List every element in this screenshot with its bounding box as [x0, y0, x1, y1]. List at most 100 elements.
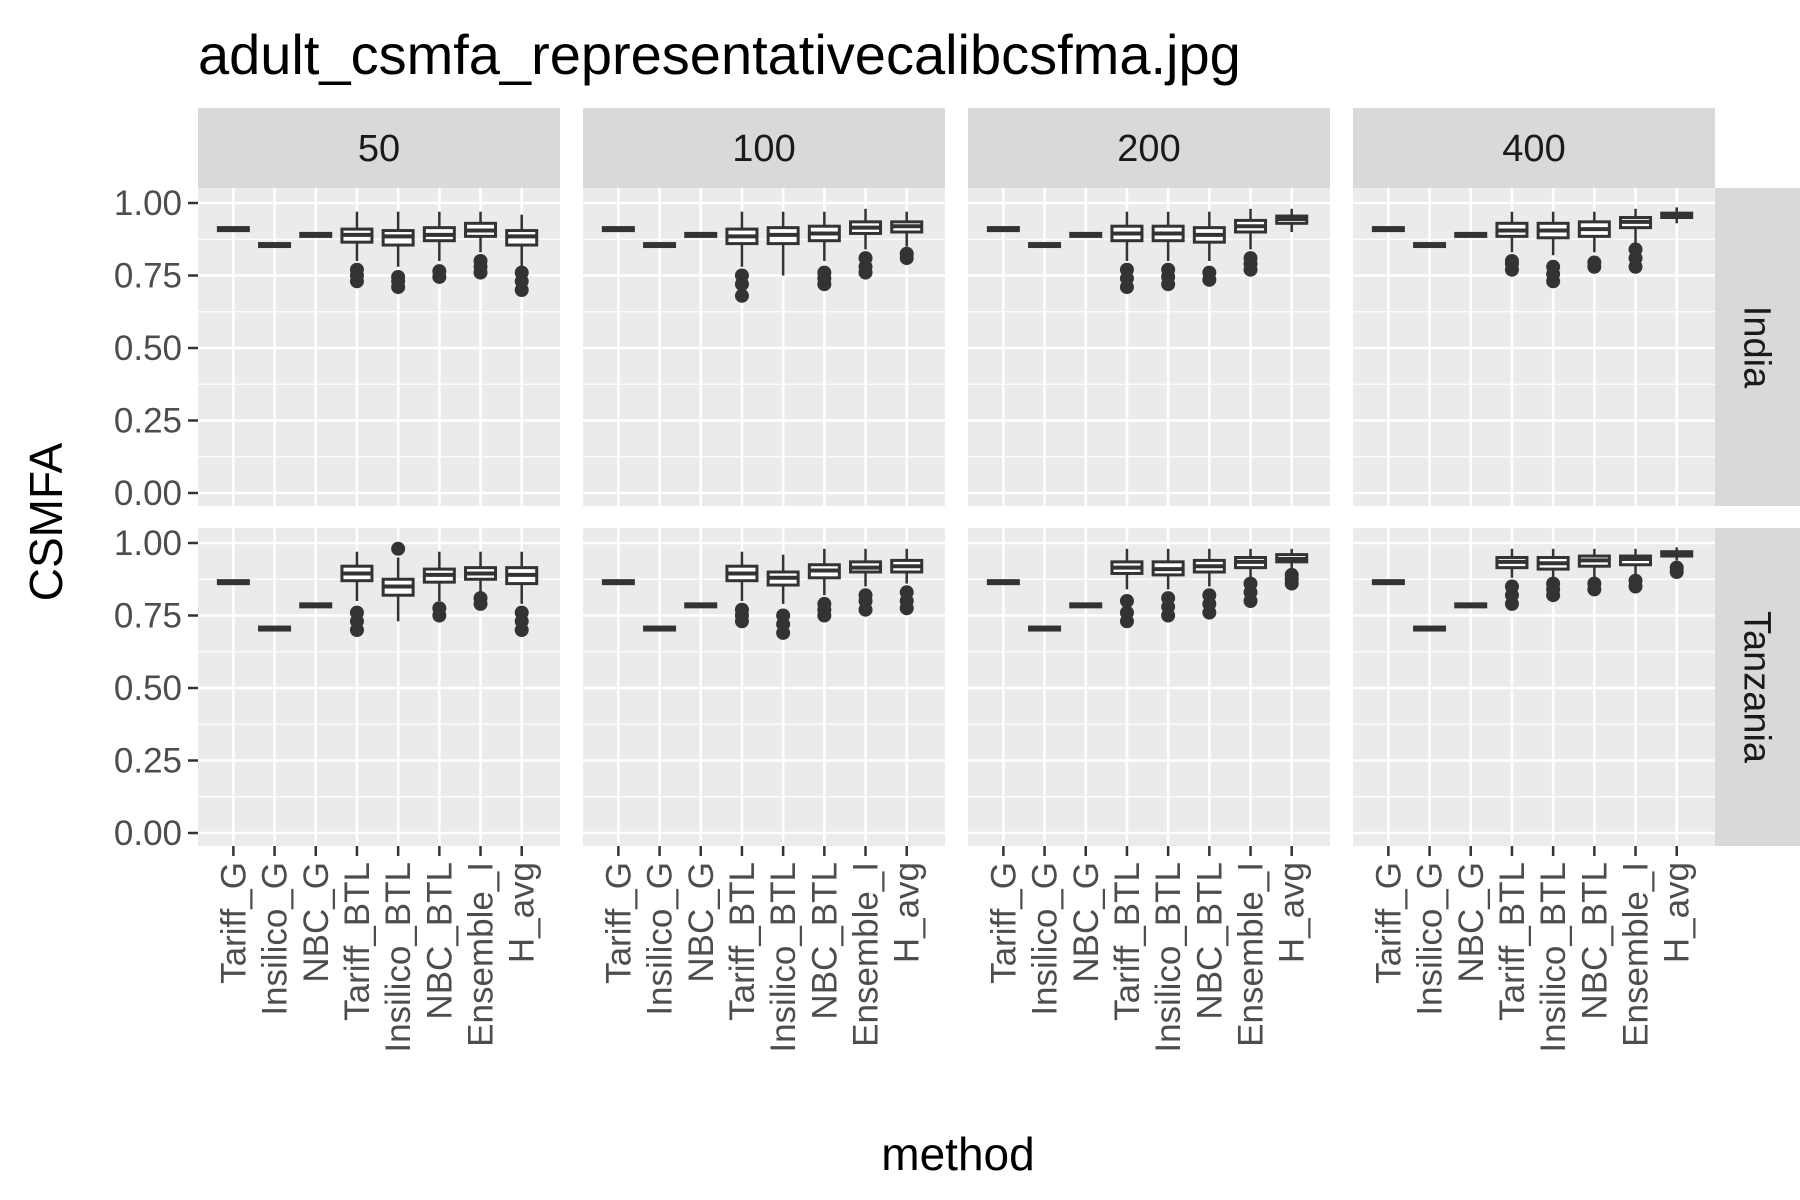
x-tick-label: NBC_G [682, 862, 721, 983]
box-tariff-g [216, 579, 250, 586]
boxplot-group-india-50 [216, 211, 539, 297]
x-axis-400: Tariff_G Insilico_G NBC_G Tariff_BTL Insilic… [1369, 846, 1697, 1053]
box-tariff-g [216, 226, 250, 233]
box-insilico-btl [766, 211, 800, 276]
facet-panel-tanzania-50 [198, 528, 560, 846]
x-tick-label: NBC_BTL [805, 862, 844, 1020]
outlier-point [1119, 605, 1134, 620]
outlier-point [1202, 588, 1217, 603]
x-axes: Tariff_G Insilico_G NBC_G Tariff_BTL Insilic… [214, 846, 1697, 1053]
strip-label: 200 [1117, 128, 1180, 170]
boxplot-group-tanzania-100 [601, 548, 924, 640]
outlier-point [1546, 259, 1561, 274]
x-tick-label: Insilico_BTL [1149, 862, 1188, 1053]
x-tick-label: Tariff_BTL [723, 862, 762, 1021]
box-nbc-g [299, 602, 333, 609]
outlier-point [1284, 567, 1299, 582]
box-insilico-btl [1151, 211, 1185, 292]
strip-label: Tanzania [1736, 611, 1778, 764]
y-tick-label: 0.75 [114, 597, 182, 636]
box-insilico-g [1413, 625, 1447, 632]
x-tick-label: Tariff_BTL [1108, 862, 1147, 1021]
strip-label: 100 [732, 128, 795, 170]
box-insilico-btl [1151, 548, 1185, 623]
box-insilico-g [643, 625, 677, 632]
x-tick-label: H_avg [503, 862, 542, 963]
y-tick-label: 1.00 [114, 184, 182, 223]
box-tariff-btl [1110, 211, 1144, 295]
box-ensemble-i [1619, 208, 1653, 274]
facet-panel-india-50 [198, 188, 560, 506]
box-tariff-btl [340, 551, 374, 637]
facet-panels [198, 188, 1715, 846]
box-ensemble-i [1234, 548, 1268, 608]
outlier-point [1161, 591, 1176, 606]
box-nbc-g [1454, 602, 1488, 609]
y-axis-title: CSMFA [20, 442, 72, 601]
box-ensemble-i [464, 211, 498, 280]
outlier-point [1504, 254, 1519, 268]
box-h-avg [1275, 208, 1309, 232]
box-tariff-g [601, 579, 635, 586]
facet-panel-tanzania-400 [1353, 528, 1715, 846]
box-insilico-g [1028, 242, 1062, 249]
box-nbc-btl [1577, 548, 1611, 597]
x-tick-label: Insilico_G [1026, 862, 1065, 1016]
facet-panel-tanzania-100 [583, 528, 945, 846]
box-nbc-g [684, 231, 718, 238]
box-insilico-btl [1536, 211, 1570, 289]
x-tick-label: NBC_BTL [1575, 862, 1614, 1020]
outlier-point [349, 262, 364, 277]
box-nbc-btl [807, 548, 841, 623]
box-nbc-btl [1192, 211, 1226, 287]
facet-panel-india-400 [1353, 188, 1715, 506]
y-tick-label: 0.50 [114, 329, 182, 368]
x-tick-label: NBC_G [1067, 862, 1106, 983]
outlier-point [899, 585, 914, 600]
x-tick-label: Tariff_BTL [1493, 862, 1532, 1021]
x-tick-label: H_avg [1658, 862, 1697, 963]
x-tick-label: Ensemble_I [1232, 862, 1271, 1047]
strip-label: India [1736, 306, 1778, 389]
outlier-point [1587, 576, 1602, 591]
y-tick-label: 0.75 [114, 257, 182, 296]
box-h-avg [890, 548, 924, 616]
box-tariff-btl [1110, 548, 1144, 629]
outlier-point [1243, 251, 1258, 266]
box-h-avg [1275, 548, 1309, 591]
box-nbc-g [1454, 231, 1488, 238]
strip-background [583, 108, 945, 188]
outlier-point [734, 288, 749, 303]
outlier-point [1546, 576, 1561, 591]
strip-label: 400 [1502, 128, 1565, 170]
y-tick-label: 0.00 [114, 474, 182, 513]
strip-background [1715, 528, 1800, 846]
strip-background [968, 108, 1330, 188]
outlier-point [473, 591, 488, 606]
outlier-point [1243, 576, 1258, 591]
outlier-point [1202, 265, 1217, 280]
box-insilico-g [258, 242, 292, 249]
strip-col-400: 400 [1353, 108, 1715, 188]
outlier-point [817, 596, 832, 611]
x-tick-label: Tariff_BTL [338, 862, 377, 1021]
box-insilico-g [1028, 625, 1062, 632]
outlier-point [1161, 262, 1176, 277]
y-axis-india: 0.00 0.25 0.50 0.75 1.00 [114, 184, 198, 513]
x-axis-100: Tariff_G Insilico_G NBC_G Tariff_BTL Insilic… [599, 846, 927, 1053]
box-nbc-g [1069, 602, 1103, 609]
box-nbc-btl [1192, 548, 1226, 620]
x-tick-label: NBC_BTL [420, 862, 459, 1020]
y-axis-tanzania: 0.00 0.25 0.50 0.75 1.00 [114, 524, 198, 853]
strip-label: 50 [358, 128, 400, 170]
outlier-point [1669, 560, 1684, 575]
box-ensemble-i [1619, 548, 1653, 594]
boxplot-group-india-200 [986, 208, 1309, 295]
strip-background [1353, 108, 1715, 188]
x-tick-label: H_avg [888, 862, 927, 963]
outlier-point [1504, 579, 1519, 594]
outlier-point [349, 605, 364, 620]
box-tariff-btl [725, 211, 759, 303]
x-tick-label: NBC_G [1452, 862, 1491, 983]
